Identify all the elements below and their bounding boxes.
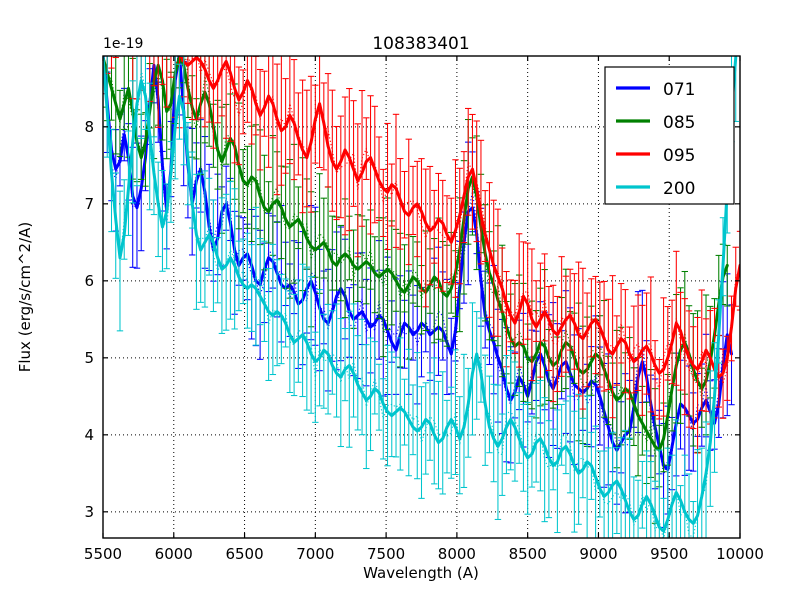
x-tick-label: 10000 [716,545,764,563]
y-axis-offset-label: 1e-19 [103,36,143,52]
series-095 [103,56,740,454]
series-raw-200 [103,58,737,538]
x-axis-label: Wavelength (A) [363,564,479,582]
y-tick-label: 5 [84,349,94,367]
y-axis-label: Flux (erg/s/cm^2/A) [16,222,34,373]
y-tick-labels: 3 4 5 6 7 8 [84,118,94,521]
x-tick-label: 7500 [367,545,405,563]
series-curve-200 [103,56,738,533]
legend-label-085: 085 [663,113,695,133]
legend-label-095: 095 [663,146,695,166]
page-title: 108383401 [372,34,469,54]
legend-label-200: 200 [663,179,695,199]
y-tick-label: 8 [84,118,94,136]
x-tick-label: 8000 [438,545,476,563]
series-curve-071 [103,56,734,471]
legend-item-095[interactable]: 095 [616,146,695,166]
axes-frame [102,55,741,539]
y-tick-label: 3 [84,503,94,521]
y-tick-label: 7 [84,195,94,213]
x-tick-label: 8500 [509,545,547,563]
legend[interactable]: 071 085 095 200 [604,66,735,205]
legend-frame [604,66,735,205]
x-tick-label: 7000 [296,545,334,563]
legend-item-085[interactable]: 085 [616,113,695,133]
data-series-layer [103,56,740,538]
y-tick-label: 6 [84,272,94,290]
x-tick-label: 6000 [155,545,193,563]
x-tick-label: 9500 [650,545,688,563]
series-curve-095 [179,56,740,379]
legend-item-071[interactable]: 071 [616,80,695,100]
legend-item-200[interactable]: 200 [616,179,695,199]
series-raw-071 [103,56,733,476]
plot-content [103,56,740,538]
y-tick-label: 4 [84,426,94,444]
legend-label-071: 071 [663,80,695,100]
x-tick-label: 6500 [225,545,263,563]
x-tick-label: 9000 [579,545,617,563]
axis-ticks [102,56,741,538]
x-tick-label: 5500 [84,545,122,563]
x-tick-labels: 5500 6000 6500 7000 7500 8000 8500 9000 9500 1000… [84,545,764,563]
